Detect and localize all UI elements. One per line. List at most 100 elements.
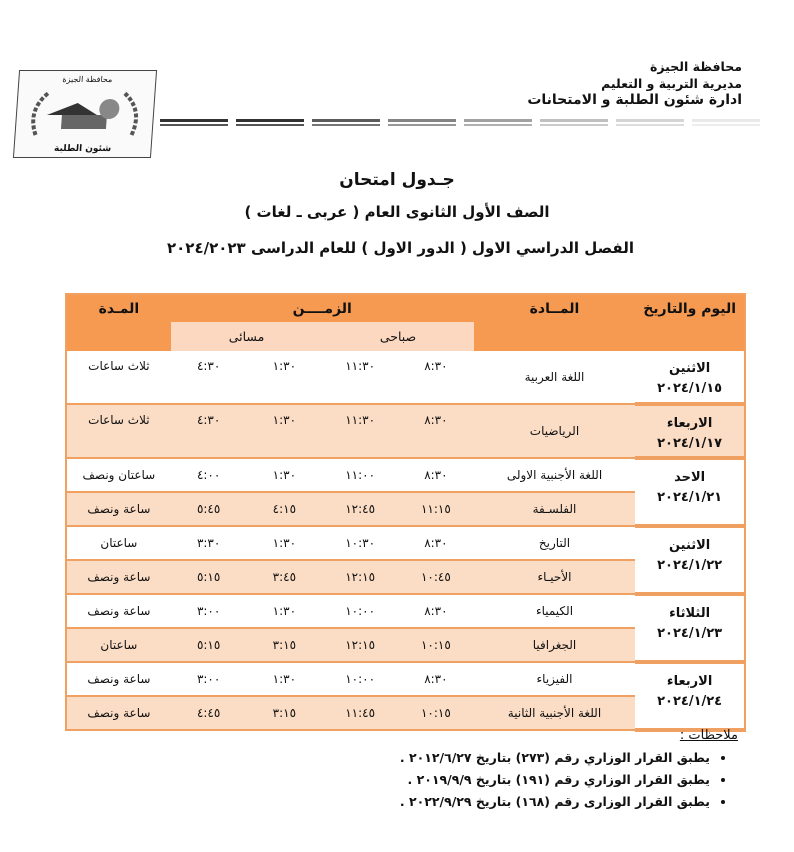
duration-cell: ساعة ونصف [66,594,171,629]
morning-start-cell: ١٠:٤٥ [398,560,474,595]
evening-start-cell: ١:٣٠ [246,594,323,629]
morning-start-cell: ٨:٣٠ [398,526,474,561]
morning-start-cell: ٨:٣٠ [398,458,474,493]
header-morning: صباحى [322,322,474,351]
note-item: يطبق القرار الوزارى رقم (١٦٨) بتاريخ ٢٠٢… [400,791,710,813]
notes-section: ملاحظات : يطبق القرار الوزاري رقم (٢٧٣) … [400,728,738,813]
subject-cell: اللغة الأجنبية الاولى [473,458,636,493]
document-title: جـدول امتحان [339,170,455,190]
directorate-logo: محافظة الجيزة شئون الطلبة [12,70,158,158]
morning-end-cell: ١١:٣٠ [322,351,398,405]
table-row: اللغة الأجنبية الثانية ١٠:١٥ ١١:٤٥ ٣:١٥ ٤:٤٥… [66,696,745,731]
logo-bottom-text: شئون الطلبة [53,144,112,154]
subject-cell: الرياضيات [473,404,636,459]
evening-end-cell: ٤:٠٠ [170,458,247,493]
morning-start-cell: ٨:٣٠ [398,351,474,405]
morning-start-cell: ٨:٣٠ [398,594,474,629]
day-name: الاربعاء [666,674,713,689]
subject-cell: التاريخ [473,526,636,561]
day-date-cell: الاحد ٢٠٢٤/١/٢١ [635,458,745,528]
evening-start-cell: ١:٣٠ [246,458,323,493]
evening-start-cell: ٣:١٥ [246,696,323,731]
evening-end-cell: ٥:١٥ [170,628,247,663]
logo-emblem-icon [31,91,139,136]
department-name: ادارة شئون الطلبة و الامتحانات [527,92,742,108]
evening-start-cell: ١:٣٠ [246,526,323,561]
exam-date: ٢٠٢٤/١/٢٢ [657,558,723,573]
letterhead: محافظة الجيزة مديرية التربية و التعليم ا… [527,58,742,109]
morning-end-cell: ١٢:٤٥ [322,492,398,527]
header-divider [160,119,760,129]
exam-date: ٢٠٢٤/١/٢١ [657,490,723,505]
day-name: الثلاثاء [669,606,711,621]
evening-end-cell: ٥:٤٥ [170,492,247,527]
evening-start-cell: ١:٣٠ [246,404,323,459]
notes-title: ملاحظات : [679,728,738,743]
day-name: الاثنين [668,361,711,376]
exam-date: ٢٠٢٤/١/١٥ [657,381,723,396]
day-name: الاحد [674,470,706,485]
exam-date: ٢٠٢٤/١/٢٤ [657,694,723,709]
morning-start-cell: ٨:٣٠ [398,662,474,697]
day-date-cell: الاربعاء ٢٠٢٤/١/٢٤ [635,662,745,732]
exam-schedule-table: اليوم والتاريخ المــادة الزمــــن المـدة… [65,293,746,732]
table-row: الاحد ٢٠٢٤/١/٢١ اللغة الأجنبية الاولى ٨:٣٠ ١… [66,458,745,528]
morning-end-cell: ١١:٤٥ [322,696,398,731]
duration-cell: ثلاث ساعات [66,404,171,459]
table-row: الاربعاء ٢٠٢٤/١/١٧ الرياضيات ٨:٣٠ ١١:٣٠ ١:٣٠ ٤… [66,404,745,460]
duration-cell: ساعتان [66,628,171,663]
exam-date: ٢٠٢٤/١/٢٣ [657,626,723,641]
duration-cell: ساعة ونصف [66,662,171,697]
table-row: الجغرافيا ١٠:١٥ ١٢:١٥ ٣:١٥ ٥:١٥ ساعتان [66,628,745,663]
header-subject: المــادة [473,294,636,322]
evening-end-cell: ٤:٣٠ [170,404,247,459]
table-row: الفلسـفة ١١:١٥ ١٢:٤٥ ٤:١٥ ٥:٤٥ ساعة ونصف [66,492,745,527]
morning-end-cell: ١١:٣٠ [322,404,398,459]
governorate-name: محافظة الجيزة [650,59,742,74]
subject-cell: اللغة العربية [473,351,636,405]
directorate-name: مديرية التربية و التعليم [601,76,742,91]
term-title: الفصل الدراسي الاول ( الدور الاول ) للعا… [166,239,634,257]
subject-cell: اللغة الأجنبية الثانية [473,696,636,731]
table-row: الاثنين ٢٠٢٤/١/٢٢ التاريخ ٨:٣٠ ١٠:٣٠ ١:٣٠ ٣:٣٠… [66,526,745,596]
table-row: الأحيـاء ١٠:٤٥ ١٢:١٥ ٣:٤٥ ٥:١٥ ساعة ونصف [66,560,745,595]
day-name: الاثنين [668,538,711,553]
evening-start-cell: ٣:١٥ [246,628,323,663]
subject-cell: الفلسـفة [473,492,636,527]
duration-cell: ساعتان ونصف [66,458,171,493]
table-row: الاثنين ٢٠٢٤/١/١٥ اللغة العربية ٨:٣٠ ١١:٣٠ ١:… [66,351,745,406]
evening-start-cell: ٤:١٥ [246,492,323,527]
header-time: الزمــــن [170,294,474,322]
logo-top-text: محافظة الجيزة [62,75,113,84]
day-date-cell: الاثنين ٢٠٢٤/١/٢٢ [635,526,745,596]
subject-cell: الأحيـاء [473,560,636,595]
evening-end-cell: ٤:٣٠ [170,351,247,405]
duration-cell: ساعتان [66,526,171,561]
duration-cell: ساعة ونصف [66,696,171,731]
morning-start-cell: ١١:١٥ [398,492,474,527]
table-row: الثلاثاء ٢٠٢٤/١/٢٣ الكيمياء ٨:٣٠ ١٠:٠٠ ١:٣٠ ٣:… [66,594,745,664]
duration-cell: ساعة ونصف [66,492,171,527]
morning-end-cell: ١٢:١٥ [322,560,398,595]
morning-start-cell: ١٠:١٥ [398,628,474,663]
morning-end-cell: ١٠:٠٠ [322,594,398,629]
morning-end-cell: ١٠:٣٠ [322,526,398,561]
evening-end-cell: ٥:١٥ [170,560,247,595]
day-name: الاربعاء [666,416,713,431]
evening-end-cell: ٣:٣٠ [170,526,247,561]
note-item: يطبق القرار الوزاري رقم (١٩١) بتاريخ ٢٠١… [400,769,710,791]
evening-start-cell: ١:٣٠ [246,351,323,405]
subject-cell: الفيزياء [473,662,636,697]
morning-start-cell: ١٠:١٥ [398,696,474,731]
exam-date: ٢٠٢٤/١/١٧ [657,436,723,451]
duration-cell: ساعة ونصف [66,560,171,595]
morning-end-cell: ١٢:١٥ [322,628,398,663]
day-date-cell: الثلاثاء ٢٠٢٤/١/٢٣ [635,594,745,664]
evening-end-cell: ٣:٠٠ [170,594,247,629]
grade-title: الصف الأول الثانوى العام ( عربى ـ لغات ) [244,203,550,221]
evening-start-cell: ٣:٤٥ [246,560,323,595]
evening-end-cell: ٤:٤٥ [170,696,247,731]
day-date-cell: الاثنين ٢٠٢٤/١/١٥ [635,351,745,406]
subject-cell: الكيمياء [473,594,636,629]
duration-cell: ثلاث ساعات [66,351,171,405]
